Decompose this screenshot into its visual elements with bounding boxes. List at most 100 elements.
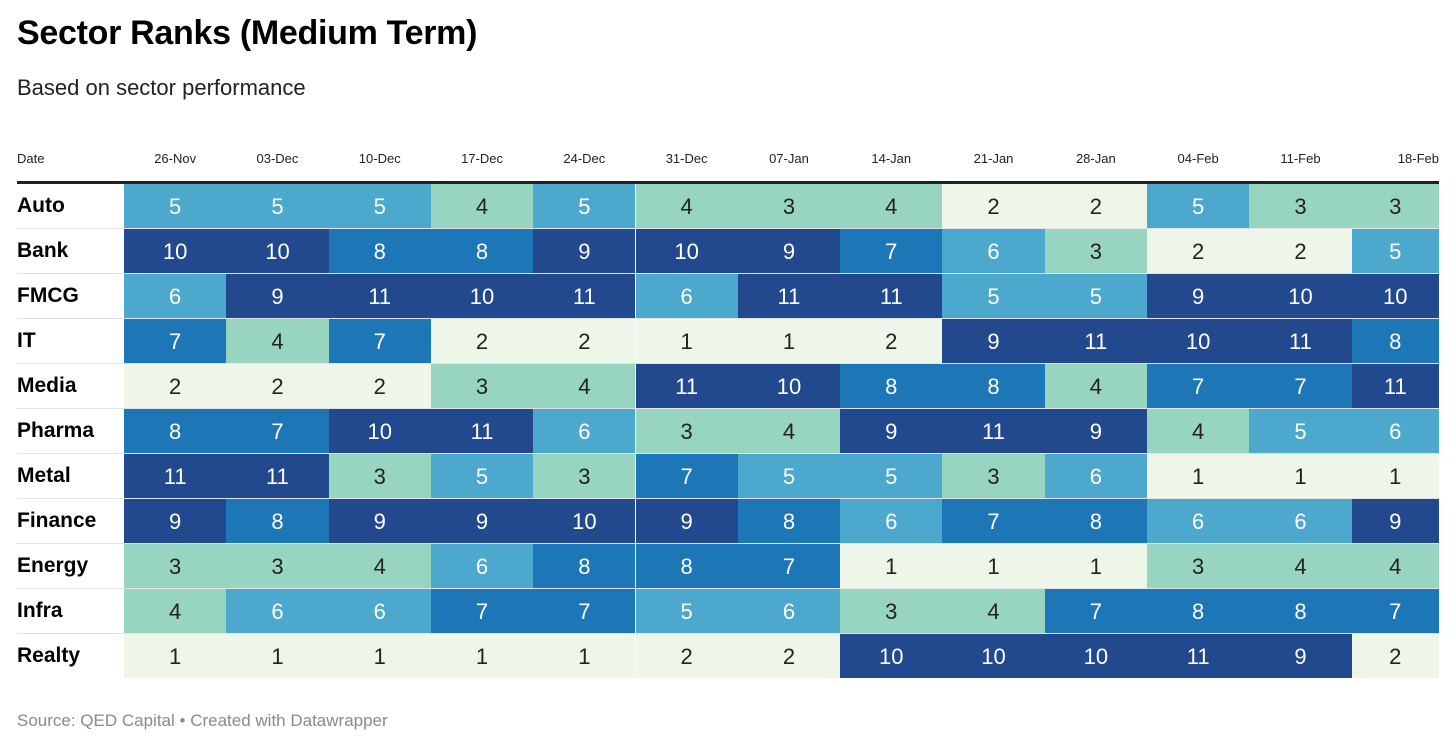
heatmap-cell: 2 [1249, 229, 1352, 273]
heatmap-cell: 10 [737, 364, 841, 408]
heatmap-cell: 8 [124, 409, 227, 453]
heatmap-cell: 3 [942, 454, 1045, 498]
row-label: Energy [17, 554, 89, 577]
heatmap-cell: 3 [1044, 229, 1147, 273]
row-label: Finance [17, 509, 97, 532]
column-header: 17-Dec [461, 151, 503, 166]
heatmap-cell: 4 [942, 589, 1045, 633]
heatmap-cell: 8 [430, 229, 534, 273]
heatmap-cell: 6 [1351, 409, 1439, 453]
heatmap-cell: 1 [635, 319, 738, 363]
heatmap-cell: 10 [840, 634, 943, 678]
heatmap-cell: 5 [1249, 409, 1352, 453]
heatmap-cell: 2 [1147, 229, 1250, 273]
heatmap-cell: 6 [942, 229, 1045, 273]
heatmap-cell: 7 [533, 589, 636, 633]
heatmap-cell: 5 [1044, 274, 1147, 318]
heatmap-cell: 7 [430, 589, 534, 633]
heatmap-cell: 4 [635, 184, 738, 228]
heatmap-cell: 10 [328, 409, 431, 453]
row-label: IT [17, 329, 36, 352]
chart-subtitle: Based on sector performance [17, 75, 306, 100]
heatmap-cell: 3 [328, 454, 431, 498]
heatmap-cell: 10 [1249, 274, 1352, 318]
heatmap-cell: 1 [124, 634, 227, 678]
row-header-label: Date [17, 151, 45, 166]
heatmap-cell: 2 [533, 319, 636, 363]
column-header: 21-Jan [973, 151, 1014, 166]
heatmap-cell: 5 [328, 184, 431, 228]
heatmap-cell: 10 [1351, 274, 1439, 318]
heatmap-cell: 3 [226, 544, 329, 588]
heatmap-cell: 4 [737, 409, 841, 453]
heatmap-cell: 9 [533, 229, 636, 273]
heatmap-cell: 11 [1044, 319, 1147, 363]
heatmap-cell: 8 [1351, 319, 1439, 363]
heatmap-cell: 3 [1147, 544, 1250, 588]
heatmap-cell: 3 [533, 454, 636, 498]
heatmap-cell: 4 [840, 184, 943, 228]
heatmap-cell: 4 [124, 589, 227, 633]
heatmap-cell: 10 [430, 274, 534, 318]
heatmap-cell: 11 [1249, 319, 1352, 363]
heatmap-cell: 7 [328, 319, 431, 363]
column-header: 14-Jan [871, 151, 912, 166]
row-label: Infra [17, 599, 63, 622]
heatmap-cell: 7 [1351, 589, 1439, 633]
heatmap-cell: 9 [124, 499, 227, 543]
heatmap-row: Infra 4 6 6 7 7 5 6 3 4 7 8 8 7 [17, 589, 1439, 634]
heatmap-cell: 9 [328, 499, 431, 543]
heatmap-cell: 9 [840, 409, 943, 453]
heatmap-cell: 9 [430, 499, 534, 543]
heatmap-cell: 4 [1044, 364, 1147, 408]
heatmap-cell: 5 [1147, 184, 1250, 228]
heatmap-cell: 11 [226, 454, 329, 498]
column-header: 31-Dec [665, 151, 708, 166]
row-label: Realty [17, 644, 81, 667]
heatmap-cell: 5 [737, 454, 841, 498]
heatmap-cell: 4 [430, 184, 534, 228]
heatmap-cell: 9 [635, 499, 738, 543]
heatmap-cell: 11 [1147, 634, 1250, 678]
heatmap-cell: 6 [840, 499, 943, 543]
heatmap-cell: 9 [1249, 634, 1352, 678]
heatmap-cell: 7 [1249, 364, 1352, 408]
heatmap-cell: 2 [635, 634, 738, 678]
heatmap-cell: 1 [328, 634, 431, 678]
heatmap-cell: 2 [737, 634, 841, 678]
heatmap-cell: 5 [533, 184, 636, 228]
heatmap-cell: 1 [1249, 454, 1352, 498]
heatmap-cell: 2 [124, 364, 227, 408]
heatmap-cell: 11 [124, 454, 227, 498]
heatmap-cell: 6 [124, 274, 227, 318]
heatmap-row: Pharma 8 7 10 11 6 3 4 9 11 9 4 5 6 [17, 409, 1439, 454]
column-header: 26-Nov [154, 151, 197, 166]
heatmap-cell: 11 [1351, 364, 1439, 408]
heatmap-cell: 1 [430, 634, 534, 678]
heatmap-cell: 1 [1351, 454, 1439, 498]
heatmap-cell: 11 [737, 274, 841, 318]
heatmap-cell: 7 [840, 229, 943, 273]
heatmap-cell: 9 [1351, 499, 1439, 543]
row-label: Metal [17, 464, 71, 487]
heatmap-cell: 5 [1351, 229, 1439, 273]
column-header: 11-Feb [1280, 151, 1321, 166]
heatmap-cell: 6 [1044, 454, 1147, 498]
column-header: 24-Dec [563, 151, 606, 166]
heatmap-cell: 4 [226, 319, 329, 363]
header-row: Date 26-Nov 03-Dec 10-Dec 17-Dec 24-Dec 31-De… [17, 145, 1439, 184]
heatmap-cell: 1 [737, 319, 841, 363]
heatmap-cell: 2 [1044, 184, 1147, 228]
heatmap-cell: 3 [840, 589, 943, 633]
heatmap-row: Auto 5 5 5 4 5 4 3 4 2 2 5 3 3 [17, 184, 1439, 229]
heatmap-cell: 8 [840, 364, 943, 408]
heatmap-cell: 1 [1044, 544, 1147, 588]
heatmap-cell: 3 [124, 544, 227, 588]
heatmap-cell: 3 [737, 184, 841, 228]
row-label: FMCG [17, 284, 79, 307]
heatmap-cell: 6 [533, 409, 636, 453]
heatmap-cell: 9 [226, 274, 329, 318]
heatmap-cell: 8 [1147, 589, 1250, 633]
heatmap-cell: 2 [430, 319, 534, 363]
column-header: 28-Jan [1075, 151, 1116, 166]
